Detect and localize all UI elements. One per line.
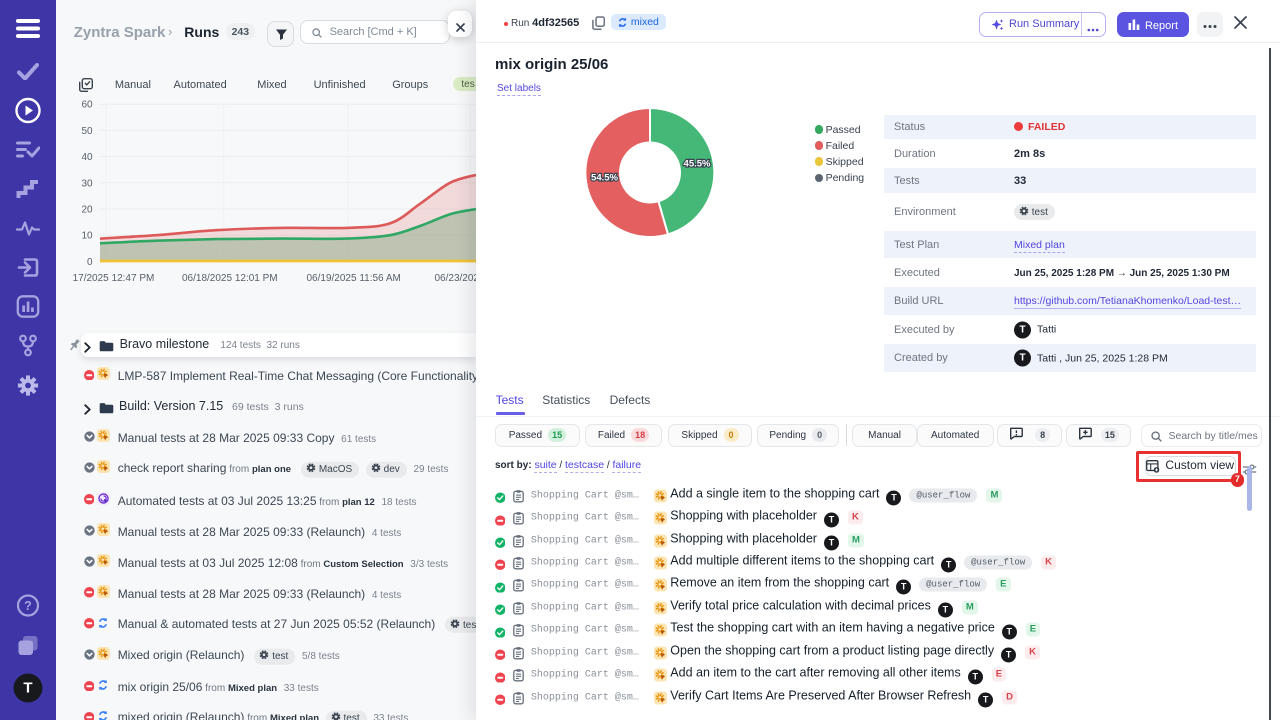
svg-text:06/18/2025 12:01 PM: 06/18/2025 12:01 PM: [182, 273, 278, 284]
svg-text:40: 40: [81, 152, 93, 163]
svg-text:20: 20: [81, 205, 93, 216]
svg-text:45.5%: 45.5%: [684, 159, 711, 170]
svg-text:54.5%: 54.5%: [591, 173, 618, 184]
svg-text:10: 10: [81, 231, 93, 242]
svg-text:60: 60: [81, 100, 93, 111]
svg-text:06/23/202: 06/23/202: [435, 273, 477, 284]
svg-text:0: 0: [87, 257, 93, 268]
svg-text:17/2025 12:47 PM: 17/2025 12:47 PM: [73, 273, 155, 284]
svg-text:50: 50: [81, 126, 93, 137]
svg-text:30: 30: [81, 178, 93, 189]
svg-text:?: ?: [24, 599, 32, 613]
svg-text:06/19/2025 11:56 AM: 06/19/2025 11:56 AM: [307, 273, 401, 284]
